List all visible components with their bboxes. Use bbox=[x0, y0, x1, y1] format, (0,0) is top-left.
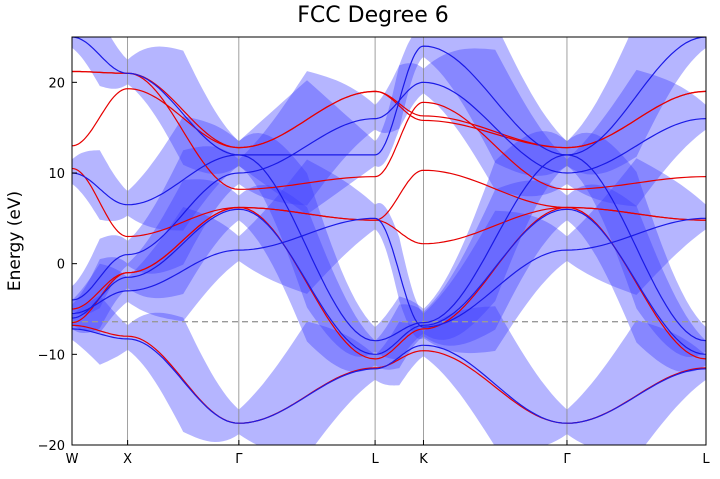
y-tick-label: 0 bbox=[57, 258, 65, 273]
y-tick-label: 20 bbox=[48, 76, 65, 91]
y-tick-label: 10 bbox=[48, 167, 65, 182]
x-tick-label: L bbox=[702, 452, 710, 467]
y-axis-label: Energy (eV) bbox=[5, 191, 25, 291]
x-tick-label: W bbox=[66, 452, 79, 467]
x-tick-label: Γ bbox=[563, 452, 571, 467]
x-tick-label: K bbox=[419, 452, 428, 467]
bands-layer bbox=[72, 10, 706, 457]
x-tick-label: Γ bbox=[235, 452, 243, 467]
chart-title: FCC Degree 6 bbox=[297, 3, 448, 28]
y-tick-label: −10 bbox=[38, 348, 65, 363]
y-tick-label: −20 bbox=[38, 439, 65, 454]
x-tick-label: L bbox=[371, 452, 379, 467]
x-tick-label: X bbox=[123, 452, 132, 467]
